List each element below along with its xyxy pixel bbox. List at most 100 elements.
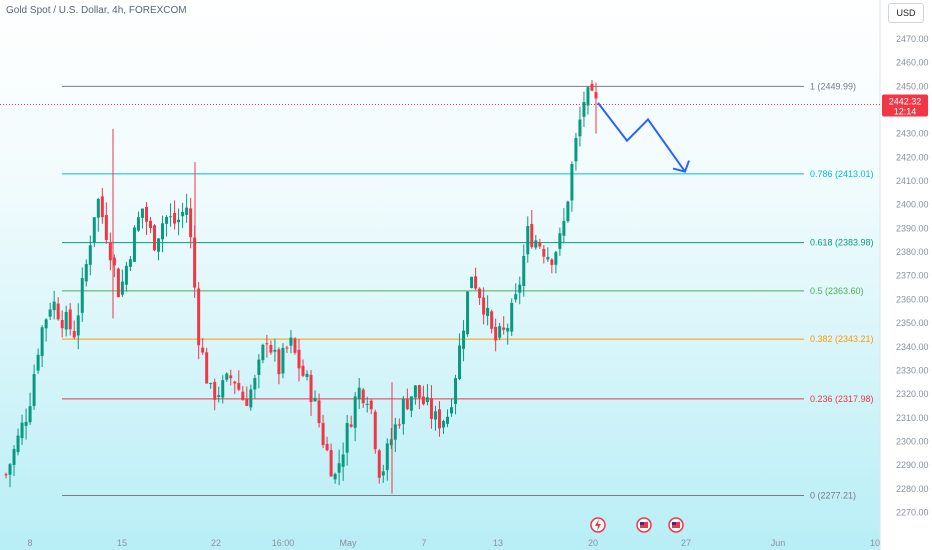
candle-body: [433, 411, 437, 420]
y-tick-label: 2310.00: [896, 413, 929, 423]
candle-body: [345, 423, 349, 453]
fib-level-label: 0.382 (2343.21): [810, 334, 874, 344]
y-tick-label: 2320.00: [896, 389, 929, 399]
fib-level-label: 0 (2277.21): [810, 490, 856, 500]
candle-body: [462, 330, 466, 349]
candle-body: [140, 208, 144, 218]
candle-body: [425, 397, 429, 403]
candle-body: [538, 242, 542, 247]
x-tick-label: Jun: [771, 538, 786, 548]
candle-body: [88, 245, 92, 265]
candle-body: [389, 439, 393, 446]
candle-body: [349, 424, 353, 427]
chart-title: Gold Spot / U.S. Dollar, 4h, FOREXCOM: [6, 5, 187, 16]
candle-body: [253, 378, 257, 390]
candle-body: [478, 288, 482, 298]
candle-body: [317, 400, 321, 424]
candle-body: [40, 327, 44, 357]
candle-body: [289, 337, 293, 346]
candle-body: [213, 381, 217, 400]
y-tick-label: 2330.00: [896, 365, 929, 375]
candle-body: [458, 345, 462, 379]
y-tick-label: 2380.00: [896, 247, 929, 257]
candle-body: [32, 374, 36, 406]
candle-body: [333, 473, 337, 480]
projection-arrow[interactable]: [597, 102, 686, 173]
candle-body: [397, 424, 401, 426]
x-tick-label: May: [339, 538, 357, 548]
flag-canton: [672, 522, 676, 525]
currency-button[interactable]: USD: [888, 3, 924, 23]
y-tick-label: 2400.00: [896, 200, 929, 210]
x-tick-label: 7: [421, 538, 426, 548]
candle-body: [417, 385, 421, 398]
candle-body: [205, 352, 209, 384]
candle-body: [502, 327, 506, 330]
y-tick-label: 2360.00: [896, 294, 929, 304]
candle-body: [586, 87, 590, 106]
fib-level-label: 1 (2449.99): [810, 81, 856, 91]
candle-body: [273, 349, 277, 352]
candle-body: [486, 307, 490, 317]
candle-body: [550, 259, 554, 265]
last-price-value: 2442.32: [889, 96, 922, 106]
candle-body: [385, 443, 389, 471]
candle-body: [454, 378, 458, 405]
candle-body: [277, 349, 281, 375]
candle-body: [8, 464, 12, 475]
candle-body: [153, 225, 157, 251]
candle-body: [413, 385, 417, 398]
candle-body: [405, 399, 409, 410]
candle-body: [116, 268, 120, 298]
candle-body: [506, 327, 510, 332]
candle-body: [558, 233, 562, 249]
candle-body: [108, 242, 112, 261]
candle-body: [120, 281, 124, 295]
y-tick-label: 2370.00: [896, 271, 929, 281]
last-price-tag: [882, 94, 928, 117]
candle-body: [193, 237, 197, 288]
candle-body: [64, 311, 68, 330]
candle-body: [56, 303, 60, 320]
candle-body: [546, 257, 550, 260]
candle-body: [542, 248, 546, 257]
candle-body: [36, 354, 40, 371]
candle-body: [530, 224, 534, 248]
candle-body: [305, 373, 309, 377]
x-tick-label: 16:00: [272, 538, 295, 548]
candle-body: [169, 216, 173, 218]
candle-body: [365, 403, 369, 405]
candle-body: [12, 449, 16, 465]
candle-body: [217, 395, 221, 397]
candle-body: [281, 347, 285, 374]
candle-body: [132, 227, 136, 262]
candle-body: [249, 389, 253, 408]
candle-body: [52, 301, 56, 311]
y-tick-label: 2470.00: [896, 34, 929, 44]
candle-body: [104, 215, 108, 241]
y-tick-label: 2290.00: [896, 460, 929, 470]
candle-body: [48, 309, 52, 317]
x-tick-label: 22: [211, 538, 221, 548]
candle-body: [429, 398, 433, 419]
candle-body: [409, 396, 413, 411]
candle-body: [177, 219, 181, 223]
candle-body: [265, 343, 269, 345]
projection-arrowhead: [672, 160, 690, 173]
x-tick-label: 27: [681, 538, 691, 548]
candle-body: [534, 240, 538, 248]
y-tick-label: 2340.00: [896, 342, 929, 352]
candle-body: [482, 297, 486, 315]
candle-body: [293, 338, 297, 353]
candle-body: [357, 387, 361, 399]
candle-body: [445, 416, 449, 424]
candle-body: [353, 396, 357, 428]
candle-body: [72, 331, 76, 338]
candle-body: [526, 226, 530, 255]
candle-body: [377, 450, 381, 478]
fib-level-label: 0.618 (2383.98): [810, 238, 874, 248]
candle-body: [341, 454, 345, 467]
candle-body: [582, 101, 586, 117]
candle-body: [381, 471, 385, 476]
